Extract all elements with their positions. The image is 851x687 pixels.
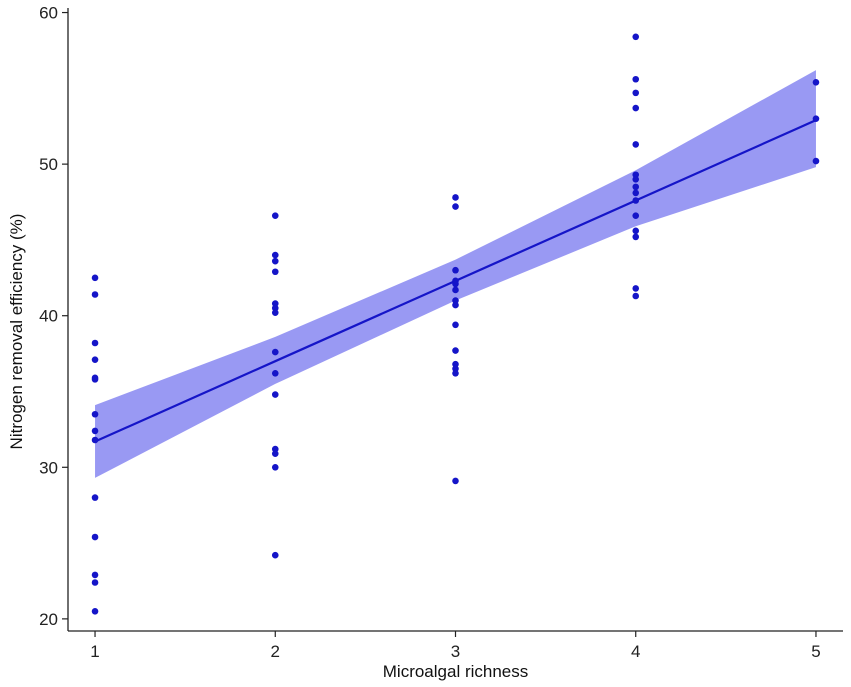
data-point [632, 292, 640, 300]
data-point [271, 450, 279, 457]
x-axis-title: Microalgal richness [383, 662, 529, 681]
data-point [271, 348, 279, 356]
data-point [271, 251, 279, 259]
data-point [452, 365, 459, 373]
data-point [91, 291, 99, 298]
data-point [632, 33, 640, 41]
data-point [632, 89, 640, 97]
data-point [632, 197, 640, 204]
data-point [452, 297, 459, 304]
data-point [91, 436, 99, 444]
data-point [91, 571, 99, 579]
data-point [452, 286, 459, 294]
data-point [812, 157, 820, 165]
data-point [271, 370, 279, 377]
data-point [632, 141, 640, 148]
y-tick-label: 30 [39, 458, 58, 477]
y-tick-label: 60 [39, 4, 58, 23]
data-point [91, 339, 99, 347]
data-point [271, 300, 279, 307]
data-point [632, 175, 640, 183]
confidence-band [95, 70, 816, 478]
data-point [91, 410, 99, 418]
data-point [271, 212, 279, 219]
data-point [271, 304, 279, 312]
y-tick-label: 50 [39, 155, 58, 174]
confidence-band-layer [95, 70, 816, 478]
data-point [632, 285, 640, 292]
data-point [271, 391, 279, 398]
x-tick-label: 5 [811, 642, 820, 661]
data-point [271, 445, 279, 453]
data-point [91, 579, 99, 586]
data-point [91, 376, 99, 383]
y-tick-label: 20 [39, 610, 58, 629]
data-point [271, 463, 279, 471]
data-point [632, 75, 640, 83]
x-tick-label: 2 [271, 642, 280, 661]
data-point [271, 309, 279, 316]
data-point [632, 171, 640, 179]
data-point [91, 607, 99, 615]
data-point [812, 115, 820, 122]
data-point [452, 477, 459, 485]
data-point [271, 551, 279, 559]
y-axis-title: Nitrogen removal efficiency (%) [7, 214, 26, 450]
data-point [632, 212, 640, 219]
data-points-layer [91, 33, 820, 615]
data-point [632, 227, 640, 235]
data-point [632, 104, 640, 112]
data-point [452, 203, 459, 210]
x-tick-label: 1 [90, 642, 99, 661]
y-tick-label: 40 [39, 307, 58, 326]
data-point [452, 266, 459, 274]
data-point [452, 321, 459, 329]
data-point [91, 356, 99, 363]
data-point [91, 274, 99, 282]
data-point [91, 533, 99, 541]
data-point [632, 183, 640, 191]
data-point [452, 301, 459, 309]
data-point [452, 370, 459, 377]
data-point [452, 280, 459, 288]
x-tick-label: 4 [631, 642, 640, 661]
data-point [452, 347, 459, 354]
data-point [91, 494, 99, 501]
ticks-layer: 1 2 3 4 5 20 30 40 50 60 [39, 4, 821, 661]
data-point [452, 194, 459, 201]
data-point [812, 78, 820, 86]
data-point [271, 268, 279, 276]
data-point [452, 360, 459, 368]
data-point [632, 233, 640, 241]
data-point [271, 257, 279, 265]
x-tick-label: 3 [451, 642, 460, 661]
data-point [632, 189, 640, 197]
data-point [91, 427, 99, 435]
axes-layer [67, 8, 843, 632]
